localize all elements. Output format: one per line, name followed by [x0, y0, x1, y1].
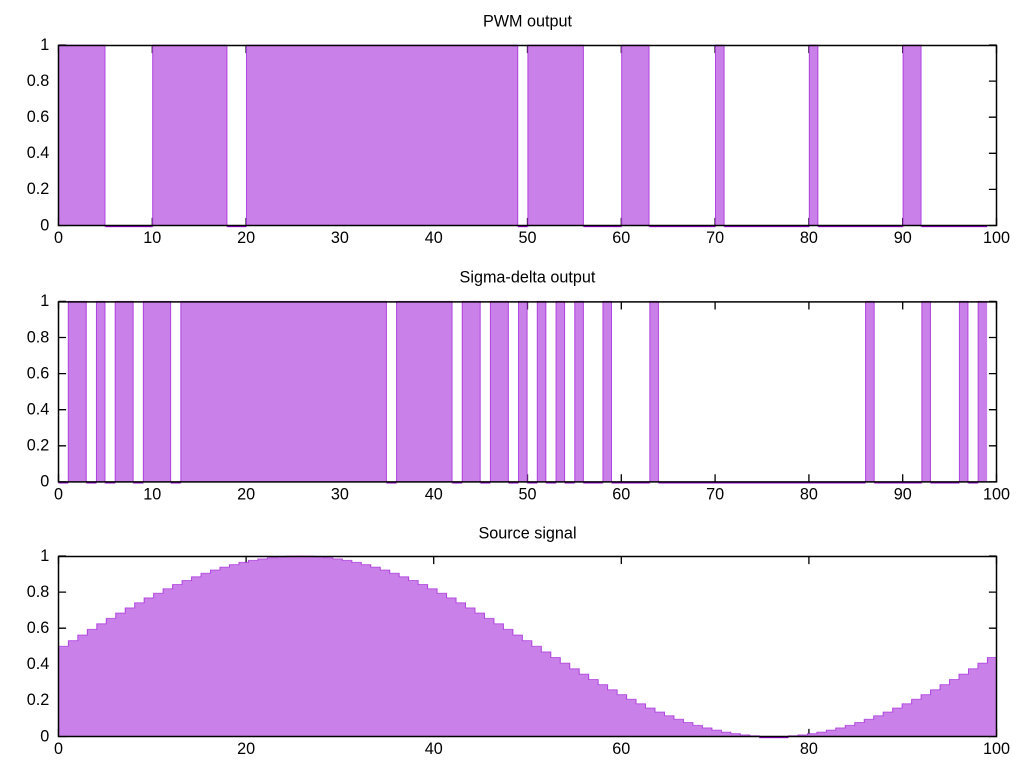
- svg-text:0.8: 0.8: [27, 583, 50, 601]
- svg-text:60: 60: [612, 229, 630, 247]
- svg-text:20: 20: [237, 485, 255, 503]
- svg-text:0: 0: [40, 216, 49, 234]
- svg-text:0.2: 0.2: [27, 691, 50, 709]
- svg-text:40: 40: [425, 740, 443, 758]
- svg-text:90: 90: [894, 229, 912, 247]
- svg-text:0: 0: [54, 485, 63, 503]
- svg-text:20: 20: [237, 229, 255, 247]
- svg-text:0.6: 0.6: [27, 108, 50, 126]
- svg-text:50: 50: [518, 229, 536, 247]
- svg-text:0: 0: [40, 473, 49, 491]
- svg-text:0.4: 0.4: [27, 401, 50, 419]
- svg-text:0.2: 0.2: [27, 180, 50, 198]
- svg-text:30: 30: [331, 485, 349, 503]
- svg-text:80: 80: [800, 740, 818, 758]
- svg-text:40: 40: [425, 485, 443, 503]
- svg-text:0.2: 0.2: [27, 437, 50, 455]
- svg-text:Sigma-delta output: Sigma-delta output: [460, 268, 596, 286]
- svg-text:60: 60: [612, 485, 630, 503]
- svg-text:0.6: 0.6: [27, 619, 50, 637]
- svg-text:10: 10: [143, 229, 161, 247]
- svg-text:0: 0: [40, 727, 49, 745]
- svg-text:0: 0: [54, 229, 63, 247]
- svg-text:Source signal: Source signal: [478, 524, 576, 542]
- svg-text:0.4: 0.4: [27, 655, 50, 673]
- svg-text:PWM output: PWM output: [483, 12, 573, 30]
- svg-text:40: 40: [425, 229, 443, 247]
- svg-text:0.8: 0.8: [27, 72, 50, 90]
- svg-text:0.6: 0.6: [27, 364, 50, 382]
- svg-text:100: 100: [983, 229, 1010, 247]
- svg-text:10: 10: [143, 485, 161, 503]
- svg-text:50: 50: [518, 485, 536, 503]
- svg-text:0.4: 0.4: [27, 144, 50, 162]
- svg-text:0: 0: [54, 740, 63, 758]
- svg-text:1: 1: [40, 547, 49, 565]
- svg-text:1: 1: [40, 292, 49, 310]
- svg-text:80: 80: [800, 229, 818, 247]
- svg-text:1: 1: [40, 36, 49, 54]
- svg-text:80: 80: [800, 485, 818, 503]
- svg-text:70: 70: [706, 485, 724, 503]
- svg-text:70: 70: [706, 229, 724, 247]
- svg-text:90: 90: [894, 485, 912, 503]
- svg-text:100: 100: [983, 740, 1010, 758]
- svg-text:0.8: 0.8: [27, 328, 50, 346]
- svg-text:100: 100: [983, 485, 1010, 503]
- svg-text:30: 30: [331, 229, 349, 247]
- svg-text:60: 60: [612, 740, 630, 758]
- svg-text:20: 20: [237, 740, 255, 758]
